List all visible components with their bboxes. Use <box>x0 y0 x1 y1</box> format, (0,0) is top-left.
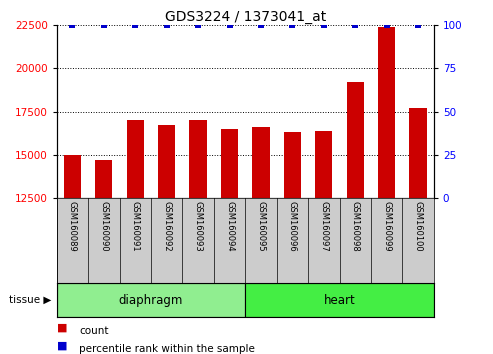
Point <box>414 22 422 28</box>
Bar <box>189 120 207 198</box>
Text: GSM160093: GSM160093 <box>194 201 203 252</box>
Text: diaphragm: diaphragm <box>119 293 183 307</box>
Text: percentile rank within the sample: percentile rank within the sample <box>79 344 255 354</box>
Bar <box>64 155 81 198</box>
Point <box>226 22 234 28</box>
Text: GSM160090: GSM160090 <box>99 201 108 251</box>
Point <box>383 22 390 28</box>
Text: GSM160089: GSM160089 <box>68 201 77 252</box>
Point <box>257 22 265 28</box>
Bar <box>252 127 270 198</box>
Text: heart: heart <box>324 293 355 307</box>
Bar <box>347 82 364 198</box>
Bar <box>315 131 332 198</box>
Text: count: count <box>79 326 108 336</box>
Point <box>352 22 359 28</box>
Bar <box>221 129 238 198</box>
Bar <box>95 160 112 198</box>
Bar <box>245 283 434 317</box>
Text: GSM160095: GSM160095 <box>256 201 266 251</box>
Text: GSM160100: GSM160100 <box>414 201 423 251</box>
Title: GDS3224 / 1373041_at: GDS3224 / 1373041_at <box>165 10 326 24</box>
Bar <box>127 120 144 198</box>
Text: ■: ■ <box>57 323 70 333</box>
Point <box>163 22 171 28</box>
Text: GSM160098: GSM160098 <box>351 201 360 252</box>
Text: GSM160096: GSM160096 <box>288 201 297 252</box>
Text: ■: ■ <box>57 341 70 351</box>
Point <box>288 22 296 28</box>
Point <box>131 22 139 28</box>
Point <box>320 22 328 28</box>
Bar <box>284 132 301 198</box>
Text: GSM160097: GSM160097 <box>319 201 328 252</box>
Bar <box>57 283 245 317</box>
Point <box>100 22 108 28</box>
Text: GSM160091: GSM160091 <box>131 201 140 251</box>
Text: GSM160094: GSM160094 <box>225 201 234 251</box>
Point <box>194 22 202 28</box>
Point <box>69 22 76 28</box>
Bar <box>410 108 427 198</box>
Text: GSM160099: GSM160099 <box>382 201 391 251</box>
Text: tissue ▶: tissue ▶ <box>9 295 52 305</box>
Bar <box>158 125 176 198</box>
Bar <box>378 27 395 198</box>
Text: GSM160092: GSM160092 <box>162 201 171 251</box>
